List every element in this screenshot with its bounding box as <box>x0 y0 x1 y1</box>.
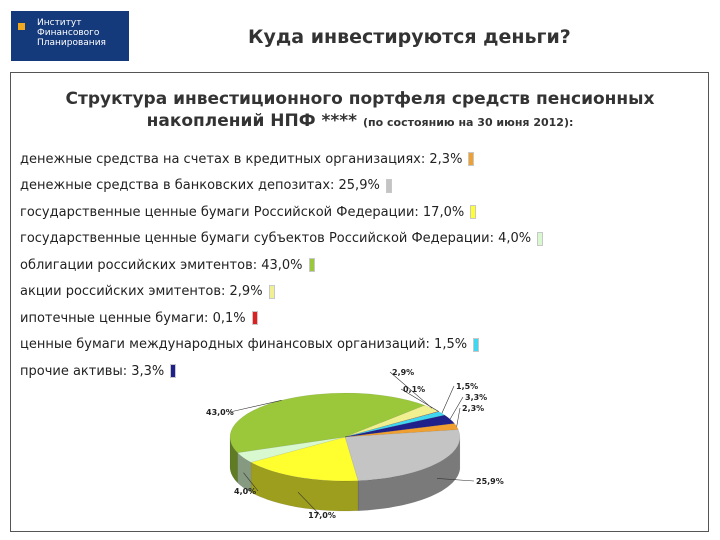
legend-item: государственные ценные бумаги Российской… <box>20 199 543 226</box>
logo-mark <box>18 23 25 30</box>
leader-line <box>436 478 475 482</box>
data-label: 43,0% <box>206 408 234 417</box>
logo-line: Планирования <box>37 38 106 48</box>
data-label: 25,9% <box>476 477 504 486</box>
chart-subtitle: (по состоянию на 30 июня 2012): <box>363 116 574 129</box>
chart-title-line1: Структура инвестиционного портфеля средс… <box>65 89 655 109</box>
pie-slice <box>250 436 359 482</box>
legend-item: ценные бумаги международных финансовых о… <box>20 332 543 359</box>
legend-item: денежные средства на счетах в кредитных … <box>20 146 543 173</box>
leader-line <box>229 400 282 413</box>
data-label: 4,0% <box>234 487 256 496</box>
logo: Институт Финансового Планирования <box>11 11 129 61</box>
legend-swatch <box>268 284 275 299</box>
legend-swatch <box>308 258 315 273</box>
legend-item: ипотечные ценные бумаги: 0,1% <box>20 305 543 332</box>
leader-line <box>449 396 464 420</box>
page-title: Куда инвестируются деньги? <box>248 26 571 48</box>
data-label: 2,3% <box>462 404 484 413</box>
legend-item: акции российских эмитентов: 2,9% <box>20 279 543 306</box>
pie-slice <box>344 411 446 438</box>
legend-label: ценные бумаги международных финансовых о… <box>20 337 468 353</box>
legend-swatch <box>537 231 544 246</box>
pie-slice <box>344 429 461 481</box>
legend-label: государственные ценные бумаги субъектов … <box>20 231 532 247</box>
chart-frame <box>10 72 709 532</box>
data-label: 1,5% <box>456 382 478 391</box>
chart-title-line2: накоплений НПФ **** <box>146 111 358 131</box>
legend-item: государственные ценные бумаги субъектов … <box>20 226 544 253</box>
leader-line <box>297 491 321 516</box>
leader-line <box>400 388 439 412</box>
logo-line: Финансового <box>37 28 100 38</box>
chart-title: Структура инвестиционного портфеля средс… <box>0 88 720 134</box>
data-label: 2,9% <box>392 368 414 377</box>
legend-label: акции российских эмитентов: 2,9% <box>20 284 263 300</box>
legend-swatch <box>468 152 475 167</box>
legend-swatch <box>251 311 258 326</box>
data-label: 17,0% <box>308 511 336 520</box>
pie-slice-side <box>229 438 238 484</box>
logo-line: Институт <box>37 18 82 28</box>
leader-line <box>441 385 455 414</box>
legend-swatch <box>170 364 177 379</box>
legend-label: государственные ценные бумаги Российской… <box>20 204 465 220</box>
leader-line <box>456 407 461 427</box>
legend-label: прочие активы: 3,3% <box>20 363 165 379</box>
legend-label: ипотечные ценные бумаги: 0,1% <box>20 310 246 326</box>
legend-item: облигации российских эмитентов: 43,0% <box>20 252 543 279</box>
legend-item: денежные средства в банковских депозитах… <box>20 173 543 200</box>
pie-slice <box>344 414 455 438</box>
legend-label: денежные средства в банковских депозитах… <box>20 178 380 194</box>
data-label: 3,3% <box>465 393 487 402</box>
leader-line <box>389 371 433 409</box>
legend: денежные средства на счетах в кредитных … <box>20 146 544 385</box>
data-label: 0,1% <box>403 385 425 394</box>
pie-slice <box>237 436 346 463</box>
leader-line <box>243 472 259 492</box>
legend-label: денежные средства на счетах в кредитных … <box>20 151 463 167</box>
legend-swatch <box>470 205 477 220</box>
legend-swatch <box>385 178 392 193</box>
logo-text: Институт Финансового Планирования <box>37 18 123 48</box>
legend-swatch <box>473 337 480 352</box>
legend-item: прочие активы: 3,3% <box>20 358 543 385</box>
legend-label: облигации российских эмитентов: 43,0% <box>20 257 303 273</box>
